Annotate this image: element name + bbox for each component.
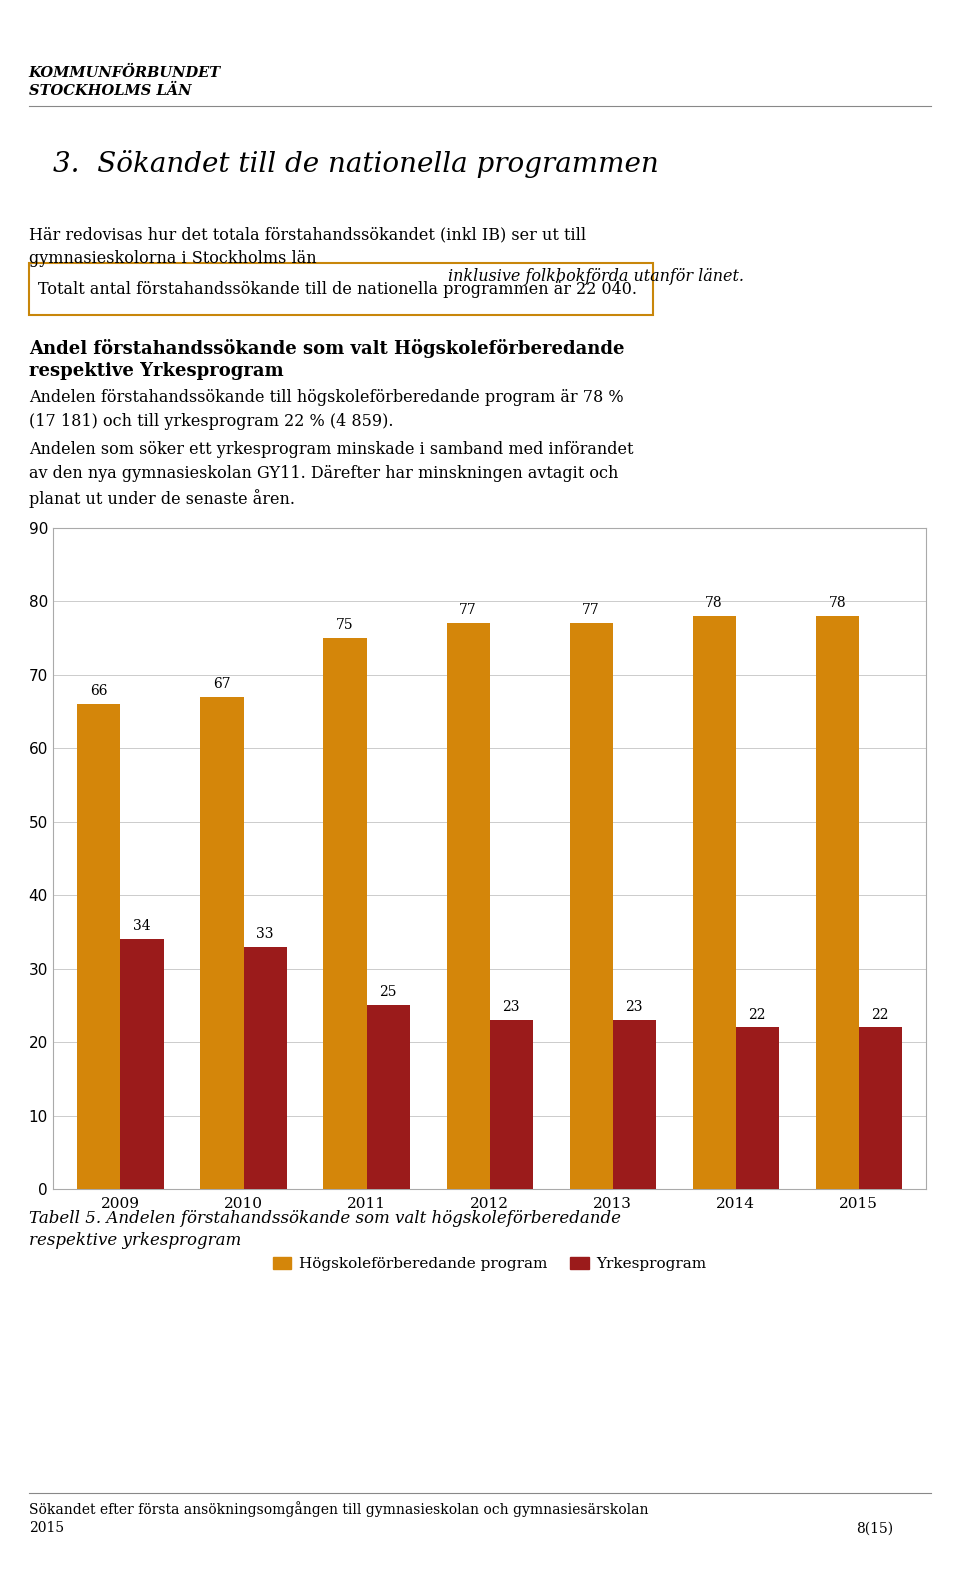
Text: Sökandet efter första ansökningsomgången till gymnasieskolan och gymnasiesärskol: Sökandet efter första ansökningsomgången…: [29, 1501, 648, 1517]
Text: 25: 25: [379, 986, 396, 1000]
Text: 77: 77: [459, 603, 477, 617]
Bar: [120, 939, 163, 1189]
Bar: [692, 616, 735, 1189]
Text: 75: 75: [336, 617, 354, 632]
Bar: [244, 947, 287, 1189]
Text: 3.  Sökandet till de nationella programmen: 3. Sökandet till de nationella programme…: [53, 150, 659, 178]
Text: respektive Yrkesprogram: respektive Yrkesprogram: [29, 362, 283, 380]
Text: respektive yrkesprogram: respektive yrkesprogram: [29, 1232, 241, 1249]
Text: 23: 23: [502, 1000, 520, 1014]
Text: Andel förstahandssökande som valt Högskoleförberedande: Andel förstahandssökande som valt Högsko…: [29, 339, 624, 358]
Text: 67: 67: [213, 677, 230, 691]
Text: 78: 78: [706, 595, 723, 610]
Text: 22: 22: [749, 1008, 766, 1022]
Text: 34: 34: [133, 920, 151, 934]
Bar: [569, 624, 612, 1189]
Bar: [201, 696, 244, 1189]
Text: Tabell 5. Andelen förstahandssökande som valt högskoleförberedande: Tabell 5. Andelen förstahandssökande som…: [29, 1210, 621, 1227]
Bar: [446, 624, 490, 1189]
Text: 23: 23: [625, 1000, 643, 1014]
Bar: [78, 704, 120, 1189]
Text: Andelen som söker ett yrkesprogram minskade i samband med införandet
av den nya : Andelen som söker ett yrkesprogram minsk…: [29, 441, 634, 507]
Bar: [735, 1027, 779, 1189]
Text: inklusive folkbokförda utanför länet.: inklusive folkbokförda utanför länet.: [448, 268, 744, 285]
Legend: Högskoleförberedande program, Yrkesprogram: Högskoleförberedande program, Yrkesprogr…: [267, 1251, 712, 1277]
Text: 2015: 2015: [29, 1521, 64, 1536]
Text: 66: 66: [90, 684, 108, 698]
Bar: [612, 1021, 656, 1189]
Text: Andelen förstahandssökande till högskoleförberedande program är 78 %
(17 181) oc: Andelen förstahandssökande till högskole…: [29, 389, 623, 430]
Text: 78: 78: [828, 595, 846, 610]
Text: STOCKHOLMS LÄN: STOCKHOLMS LÄN: [29, 83, 191, 98]
Text: 8(15): 8(15): [855, 1521, 893, 1536]
Text: 22: 22: [872, 1008, 889, 1022]
Text: Totalt antal förstahandssökande till de nationella programmen är 22 040.: Totalt antal förstahandssökande till de …: [38, 280, 637, 298]
Bar: [816, 616, 859, 1189]
Bar: [367, 1005, 410, 1189]
Text: Här redovisas hur det totala förstahandssökandet (inkl IB) ser ut till
gymnasies: Här redovisas hur det totala förstahands…: [29, 227, 586, 268]
Text: KOMMUNFÖRBUNDET: KOMMUNFÖRBUNDET: [29, 66, 221, 80]
Text: 33: 33: [256, 926, 274, 940]
Bar: [490, 1021, 533, 1189]
Text: 77: 77: [582, 603, 600, 617]
Bar: [859, 1027, 901, 1189]
Bar: [324, 638, 367, 1189]
